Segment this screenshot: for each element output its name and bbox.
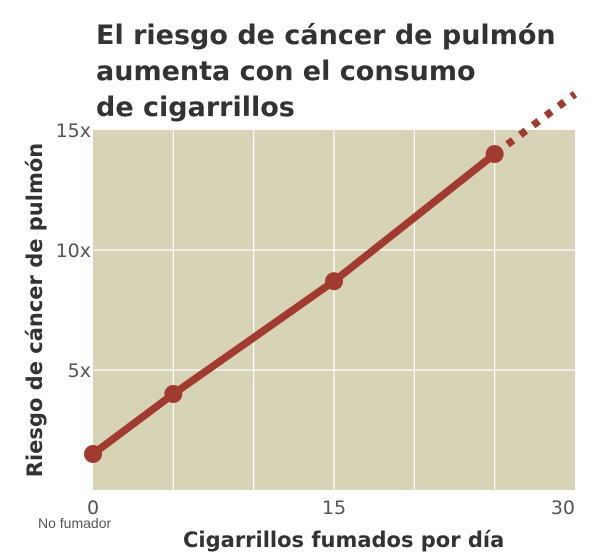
- chart-title-line-2: aumenta con el consumo: [96, 56, 476, 87]
- data-point: [84, 445, 102, 463]
- series-line: [89, 150, 499, 458]
- y-tick-label: 5x: [68, 360, 91, 382]
- chart-title-line-1: El riesgo de cáncer de pulmón: [96, 20, 556, 51]
- x-tick-label: 0: [87, 497, 99, 519]
- grid: [93, 130, 575, 490]
- tick-labels: 5x 10x 15x 0 15 30: [56, 120, 575, 519]
- x-axis-label: Cigarrillos fumados por día: [183, 528, 504, 552]
- y-axis-label: Riesgo de cáncer de pulmón: [23, 143, 47, 477]
- x-tick-label: 30: [551, 497, 575, 519]
- x-axis-note: No fumador: [38, 515, 111, 531]
- chart-title-line-3: de cigarrillos: [96, 92, 295, 123]
- series: [84, 90, 578, 463]
- data-point: [485, 145, 504, 163]
- series-line-extrapolated: [492, 90, 578, 158]
- y-tick-label: 15x: [56, 120, 91, 142]
- data-point: [164, 385, 183, 403]
- data-point: [325, 272, 343, 291]
- y-tick-label: 10x: [56, 240, 91, 262]
- x-tick-label: 15: [322, 497, 346, 519]
